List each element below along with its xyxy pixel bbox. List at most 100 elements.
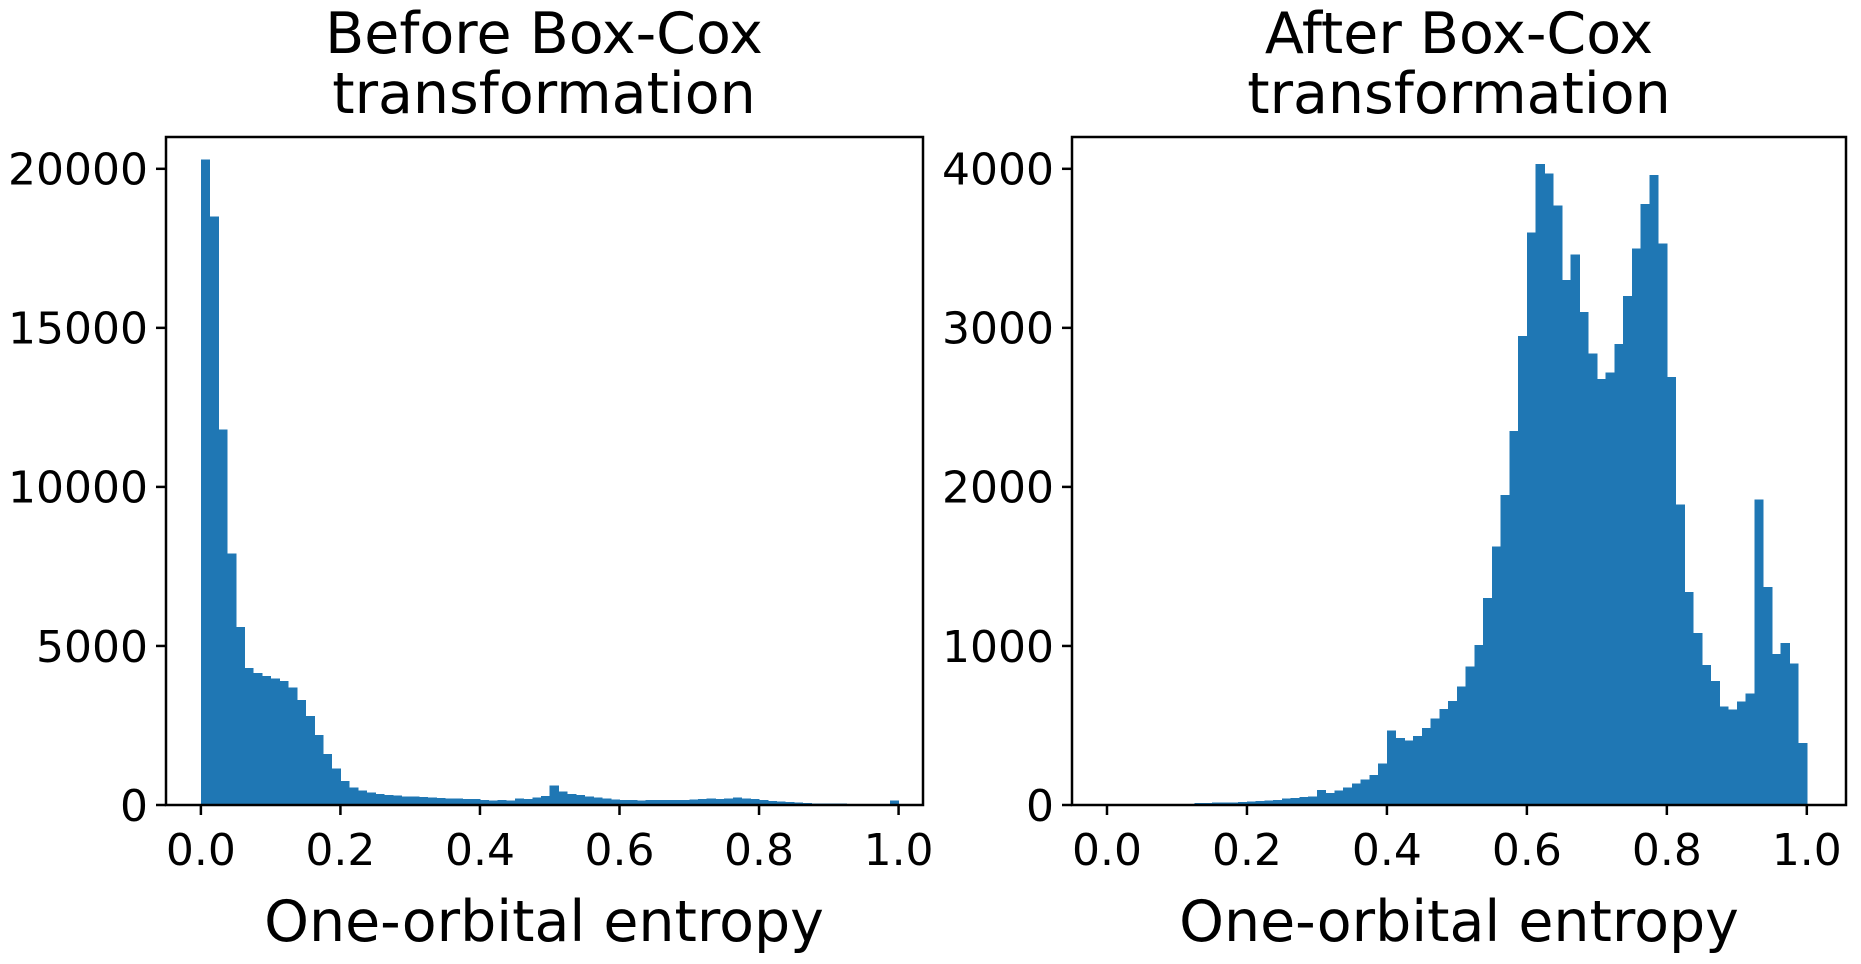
histogram-bar: [1623, 296, 1633, 805]
histogram-bar: [1780, 642, 1790, 805]
histogram-bar: [610, 799, 620, 805]
histogram-bar: [523, 798, 533, 805]
histogram-bar: [227, 553, 237, 805]
histogram-bar: [541, 795, 551, 805]
histogram-bar: [270, 678, 280, 805]
histogram-bar: [724, 798, 734, 805]
histogram-bar: [314, 735, 324, 805]
y-tick-label: 0: [120, 781, 148, 832]
histogram-bar: [1491, 546, 1502, 805]
histogram-bar: [1605, 372, 1615, 805]
histogram-bar: [697, 799, 708, 805]
before-histogram-axes-border: [164, 135, 925, 807]
histogram-bar: [567, 794, 577, 805]
histogram-bar: [200, 159, 211, 805]
before-histogram-panel: 0.0 0.2 0.4 0.6 0.8 1.0 0 5000 10000 15000 20000: [8, 135, 934, 876]
histogram-bar: [750, 798, 760, 805]
histogram-bar: [261, 676, 272, 805]
histogram-bar: [628, 800, 638, 805]
histogram-bar: [1553, 205, 1563, 805]
histogram-bar: [1308, 796, 1318, 805]
histogram-bar: [1561, 280, 1572, 805]
histogram-bar: [1596, 378, 1607, 805]
histogram-bar: [1719, 706, 1729, 805]
histogram-bar: [1456, 686, 1467, 805]
histogram-bar: [1360, 779, 1370, 805]
histogram-bar: [1526, 232, 1537, 805]
y-tick-label: 3000: [942, 304, 1054, 355]
histogram-bar: [445, 798, 455, 805]
histogram-bar: [1701, 665, 1712, 805]
histogram-bar: [1509, 431, 1519, 805]
histogram-bar: [1421, 727, 1432, 805]
histogram-bar: [663, 799, 673, 805]
histogram-bar: [645, 800, 655, 805]
histogram-bar: [776, 801, 786, 805]
histogram-bar: [1763, 587, 1773, 805]
histogram-bar: [1264, 800, 1274, 805]
histogram-bar: [1229, 802, 1239, 805]
histogram-bar: [1369, 774, 1379, 805]
histogram-bar: [1483, 598, 1493, 805]
histogram-bar: [1754, 499, 1764, 805]
x-tick-label: 0.8: [724, 825, 794, 876]
histogram-bar: [636, 800, 647, 805]
after-histogram-panel: 0.0 0.2 0.4 0.6 0.8 1.0 0 1000 2000 3000 4000: [942, 135, 1848, 876]
histogram-bar: [1325, 793, 1335, 805]
histogram-bar: [427, 797, 437, 805]
histogram-bar: [253, 672, 263, 805]
y-tick-label: 5000: [36, 622, 148, 673]
histogram-bar: [1378, 763, 1388, 805]
histogram-bar: [1430, 718, 1440, 805]
histogram-bar: [1395, 738, 1405, 805]
histogram-bar: [453, 798, 464, 805]
histogram-bar: [732, 797, 743, 805]
y-tick-label: 1000: [942, 622, 1054, 673]
after-xaxis-label: One-orbital entropy: [1179, 889, 1739, 955]
histogram-bar: [767, 800, 777, 805]
after-title-line1: After Box-Cox: [1264, 1, 1654, 67]
histogram-bar: [1290, 797, 1300, 805]
histogram-bar: [1658, 243, 1668, 805]
histogram-bar: [689, 799, 699, 805]
histogram-bar: [532, 797, 542, 805]
histogram-bar: [558, 791, 568, 805]
histogram-bar: [410, 796, 420, 805]
before-xaxis-label: One-orbital entropy: [264, 889, 824, 955]
histogram-bar: [384, 794, 394, 805]
histogram-bar: [1465, 666, 1475, 805]
x-tick-label: 0.6: [585, 825, 655, 876]
histogram-bar: [279, 680, 289, 805]
histogram-bar: [1728, 709, 1738, 805]
histogram-bar: [305, 715, 315, 805]
histogram-bar: [1238, 802, 1248, 805]
histogram-bar: [1570, 254, 1580, 805]
histogram-bar: [497, 799, 507, 805]
histogram-bar: [575, 795, 586, 805]
histogram-bar: [654, 800, 664, 805]
y-tick-label: 2000: [942, 463, 1054, 514]
histogram-bar: [514, 798, 525, 805]
histogram-bar: [671, 799, 682, 805]
histogram-bar: [1579, 311, 1589, 805]
histogram-bar: [1745, 693, 1755, 805]
y-tick-label: 4000: [942, 145, 1054, 196]
histogram-bar: [1474, 645, 1484, 805]
y-tick-label: 0: [1026, 781, 1054, 832]
histogram-bar: [1299, 797, 1309, 805]
histogram-bar: [288, 687, 298, 805]
x-tick-label: 0.2: [305, 825, 375, 876]
histogram-bar: [1614, 343, 1624, 805]
histogram-bar: [1771, 653, 1782, 805]
histogram-bar: [1518, 335, 1528, 805]
histogram-bar: [488, 800, 498, 805]
after-panel-title: After Box-Cox transformation: [1049, 4, 1861, 125]
histogram-bar: [741, 798, 751, 805]
histogram-bar: [1281, 798, 1292, 805]
before-panel-title: Before Box-Cox transformation: [134, 4, 954, 125]
histogram-bar: [593, 797, 603, 805]
histogram-bar: [1649, 175, 1659, 806]
histogram-bar: [1798, 742, 1808, 805]
histogram-bar: [296, 700, 307, 805]
